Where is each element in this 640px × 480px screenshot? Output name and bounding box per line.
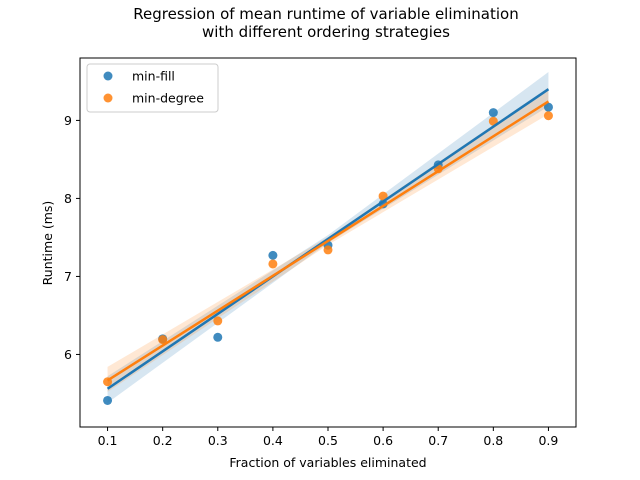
legend: min-fill min-degree [86, 63, 219, 113]
data-point-min-degree [323, 245, 333, 255]
x-tick-label: 0.7 [428, 433, 448, 448]
legend-box [86, 63, 219, 113]
x-tick-label: 0.5 [318, 433, 338, 448]
data-point-min-degree [158, 335, 168, 345]
legend-label-min-degree: min-degree [132, 91, 204, 106]
legend-marker-min-degree [103, 93, 113, 103]
data-point-min-degree [488, 116, 498, 126]
y-axis-ticks: 6 7 8 9 [64, 113, 80, 362]
regression-line-min-degree [106, 100, 550, 382]
data-point-min-fill [213, 332, 223, 342]
x-tick-label: 0.4 [263, 433, 283, 448]
data-point-min-fill [488, 108, 498, 118]
data-point-min-fill [543, 102, 553, 112]
data-point-min-degree [543, 111, 553, 121]
x-tick-label: 0.8 [483, 433, 503, 448]
y-tick-label: 6 [64, 347, 72, 362]
x-axis-label: Fraction of variables eliminated [229, 455, 426, 470]
legend-label-min-fill: min-fill [132, 69, 175, 84]
data-point-min-degree [213, 316, 223, 326]
x-axis-ticks: 0.1 0.2 0.3 0.4 0.5 0.6 0.7 0.8 0.9 [98, 427, 558, 448]
legend-marker-min-fill [103, 71, 113, 81]
x-tick-label: 0.3 [208, 433, 228, 448]
y-tick-label: 9 [64, 113, 72, 128]
data-point-min-fill [103, 395, 113, 405]
x-tick-label: 0.9 [538, 433, 558, 448]
y-axis-label: Runtime (ms) [40, 201, 55, 286]
x-tick-label: 0.1 [98, 433, 118, 448]
y-tick-label: 7 [64, 269, 72, 284]
chart-title-line2: with different ordering strategies [202, 23, 450, 41]
data-point-min-degree [268, 259, 278, 269]
y-tick-label: 8 [64, 191, 72, 206]
data-point-min-degree [378, 191, 388, 201]
x-tick-label: 0.2 [153, 433, 173, 448]
chart-title-line1: Regression of mean runtime of variable e… [133, 5, 518, 23]
data-point-min-fill [268, 250, 278, 260]
plot-area [79, 57, 577, 428]
regression-line-min-fill [106, 88, 550, 390]
x-tick-label: 0.6 [373, 433, 393, 448]
